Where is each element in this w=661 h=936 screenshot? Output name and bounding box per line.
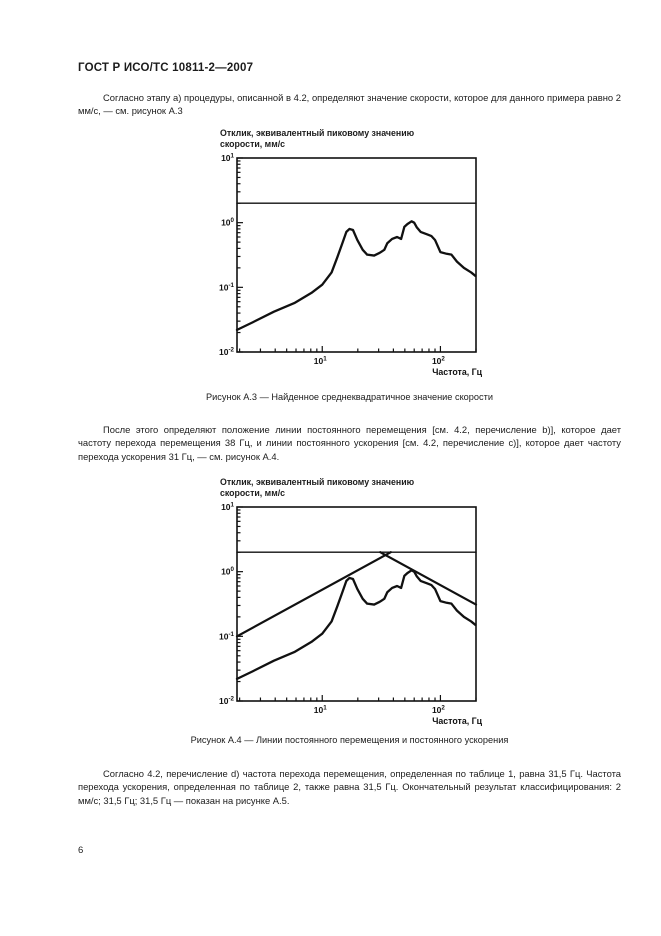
svg-text:100: 100 xyxy=(221,217,234,228)
paragraph-classification-result: Согласно 4.2, перечисление d) частота пе… xyxy=(78,768,621,806)
figure-a3: Отклик, эквивалентный пиковому значению … xyxy=(215,128,515,380)
axis-title-line2: скорости, мм/с xyxy=(220,139,286,149)
series-constant-displacement-line xyxy=(235,551,392,638)
figure-a3-axis-title: Отклик, эквивалентный пиковому значению … xyxy=(220,128,515,150)
series-response-curve xyxy=(235,220,477,332)
svg-text:10-2: 10-2 xyxy=(219,347,235,358)
figure-a4-axis-title: Отклик, эквивалентный пиковому значению … xyxy=(220,477,515,499)
svg-text:10-1: 10-1 xyxy=(219,282,235,293)
series-constant-acceleration-line xyxy=(379,551,478,606)
figure-a3-caption: Рисунок А.3 — Найденное среднеквадратичн… xyxy=(206,392,493,402)
svg-text:102: 102 xyxy=(432,356,445,367)
figure-a4-caption: Рисунок А.4 — Линии постоянного перемеще… xyxy=(190,735,509,745)
axis-title-line1: Отклик, эквивалентный пиковому значению xyxy=(220,128,415,138)
series-response-curve xyxy=(235,569,477,681)
svg-text:100: 100 xyxy=(221,566,234,577)
svg-text:10-2: 10-2 xyxy=(219,696,235,707)
svg-text:Частота, Гц: Частота, Гц xyxy=(432,716,482,726)
svg-text:101: 101 xyxy=(314,705,327,716)
svg-text:102: 102 xyxy=(432,705,445,716)
document-number: ГОСТ Р ИСО/ТС 10811-2—2007 xyxy=(78,62,254,74)
axis-title-line2: скорости, мм/с xyxy=(220,488,286,498)
svg-text:101: 101 xyxy=(221,153,234,164)
paragraph-transition-lines: После этого определяют положение линии п… xyxy=(78,424,621,462)
svg-text:101: 101 xyxy=(221,502,234,513)
svg-text:10-1: 10-1 xyxy=(219,631,235,642)
svg-text:101: 101 xyxy=(314,356,327,367)
paragraph-velocity-value: Согласно этапу а) процедуры, описанной в… xyxy=(78,92,621,117)
page-number: 6 xyxy=(78,845,84,856)
axis-title-line1: Отклик, эквивалентный пиковому значению xyxy=(220,477,415,487)
figure-a4: Отклик, эквивалентный пиковому значению … xyxy=(215,477,515,729)
svg-text:Частота, Гц: Частота, Гц xyxy=(432,367,482,377)
